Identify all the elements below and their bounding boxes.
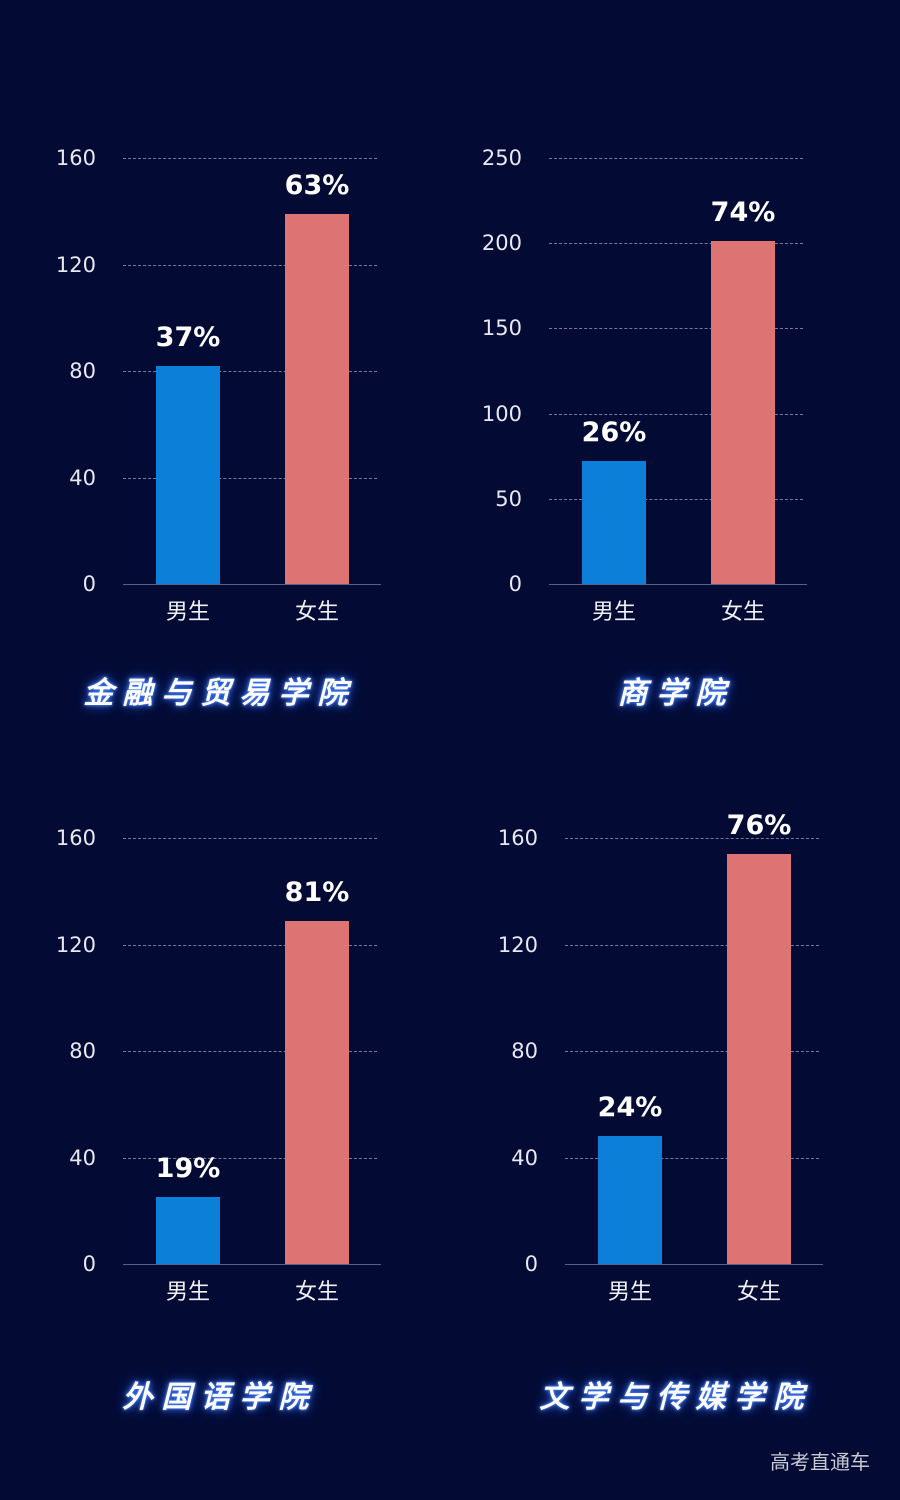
- y-tick-label: 40: [511, 1145, 538, 1170]
- female-bar: [285, 920, 349, 1264]
- gridline: [549, 243, 803, 245]
- gridline: [123, 477, 377, 479]
- male-bar: [598, 1136, 662, 1264]
- gridline: [123, 264, 377, 266]
- female-bar: [285, 213, 349, 584]
- percent-label: 81%: [284, 876, 350, 908]
- x-category-label: 女生: [294, 1280, 339, 1305]
- gridline: [123, 1157, 377, 1159]
- y-tick-label: 160: [497, 826, 538, 850]
- female-bar: [711, 241, 775, 584]
- female-bar: [727, 853, 791, 1264]
- x-axis-line: [549, 584, 807, 585]
- gridline: [565, 944, 819, 946]
- male-bar: [156, 365, 220, 584]
- x-category-label: 男生: [165, 600, 210, 625]
- y-tick-label: 0: [508, 572, 522, 596]
- y-tick-label: 80: [511, 1039, 538, 1063]
- gridline: [565, 838, 819, 839]
- y-tick-label: 40: [69, 465, 96, 490]
- y-tick-label: 160: [55, 146, 96, 170]
- y-tick-label: 120: [55, 252, 96, 277]
- male-bar: [582, 461, 646, 584]
- gridline: [123, 838, 377, 839]
- gridline: [565, 1157, 819, 1159]
- percent-label: 63%: [284, 169, 350, 201]
- y-tick-label: 50: [495, 486, 522, 511]
- y-tick-label: 160: [55, 826, 96, 850]
- percent-label: 26%: [581, 417, 647, 449]
- x-category-label: 男生: [591, 600, 636, 625]
- y-tick-label: 120: [55, 932, 96, 957]
- x-axis-line: [123, 1264, 381, 1265]
- percent-label: 76%: [726, 809, 792, 841]
- gridline: [549, 328, 803, 330]
- y-tick-label: 120: [497, 932, 538, 957]
- chart-title: 商学院: [617, 676, 735, 711]
- chart-title: 外国语学院: [122, 1380, 318, 1415]
- percent-label: 37%: [155, 321, 221, 353]
- y-tick-label: 80: [69, 359, 96, 383]
- y-tick-label: 80: [69, 1039, 96, 1063]
- y-tick-label: 100: [481, 401, 522, 426]
- gridline: [123, 371, 377, 372]
- y-tick-label: 0: [82, 572, 96, 596]
- x-category-label: 女生: [736, 1280, 781, 1305]
- x-category-label: 男生: [165, 1280, 210, 1305]
- y-tick-label: 40: [69, 1145, 96, 1170]
- gridline: [123, 1051, 377, 1052]
- gridline: [549, 498, 803, 500]
- x-axis-line: [123, 584, 381, 585]
- gridline: [123, 158, 377, 159]
- x-category-label: 男生: [607, 1280, 652, 1305]
- percent-label: 19%: [155, 1153, 221, 1185]
- x-axis-line: [565, 1264, 823, 1265]
- y-tick-label: 0: [82, 1252, 96, 1276]
- y-tick-label: 200: [481, 231, 522, 256]
- y-tick-label: 250: [481, 146, 522, 170]
- gridline: [549, 413, 803, 415]
- x-category-label: 女生: [294, 600, 339, 625]
- x-category-label: 女生: [720, 600, 765, 625]
- percent-label: 24%: [597, 1092, 663, 1124]
- male-bar: [156, 1197, 220, 1264]
- y-tick-label: 150: [481, 316, 522, 341]
- chart-title: 金融与贸易学院: [83, 676, 357, 711]
- gridline: [565, 1051, 819, 1052]
- percent-label: 74%: [710, 197, 776, 229]
- gridline: [123, 944, 377, 946]
- y-tick-label: 0: [524, 1252, 538, 1276]
- gridline: [549, 158, 803, 159]
- watermark: 高考直通车: [770, 1450, 870, 1474]
- chart-title: 文学与传媒学院: [539, 1380, 813, 1415]
